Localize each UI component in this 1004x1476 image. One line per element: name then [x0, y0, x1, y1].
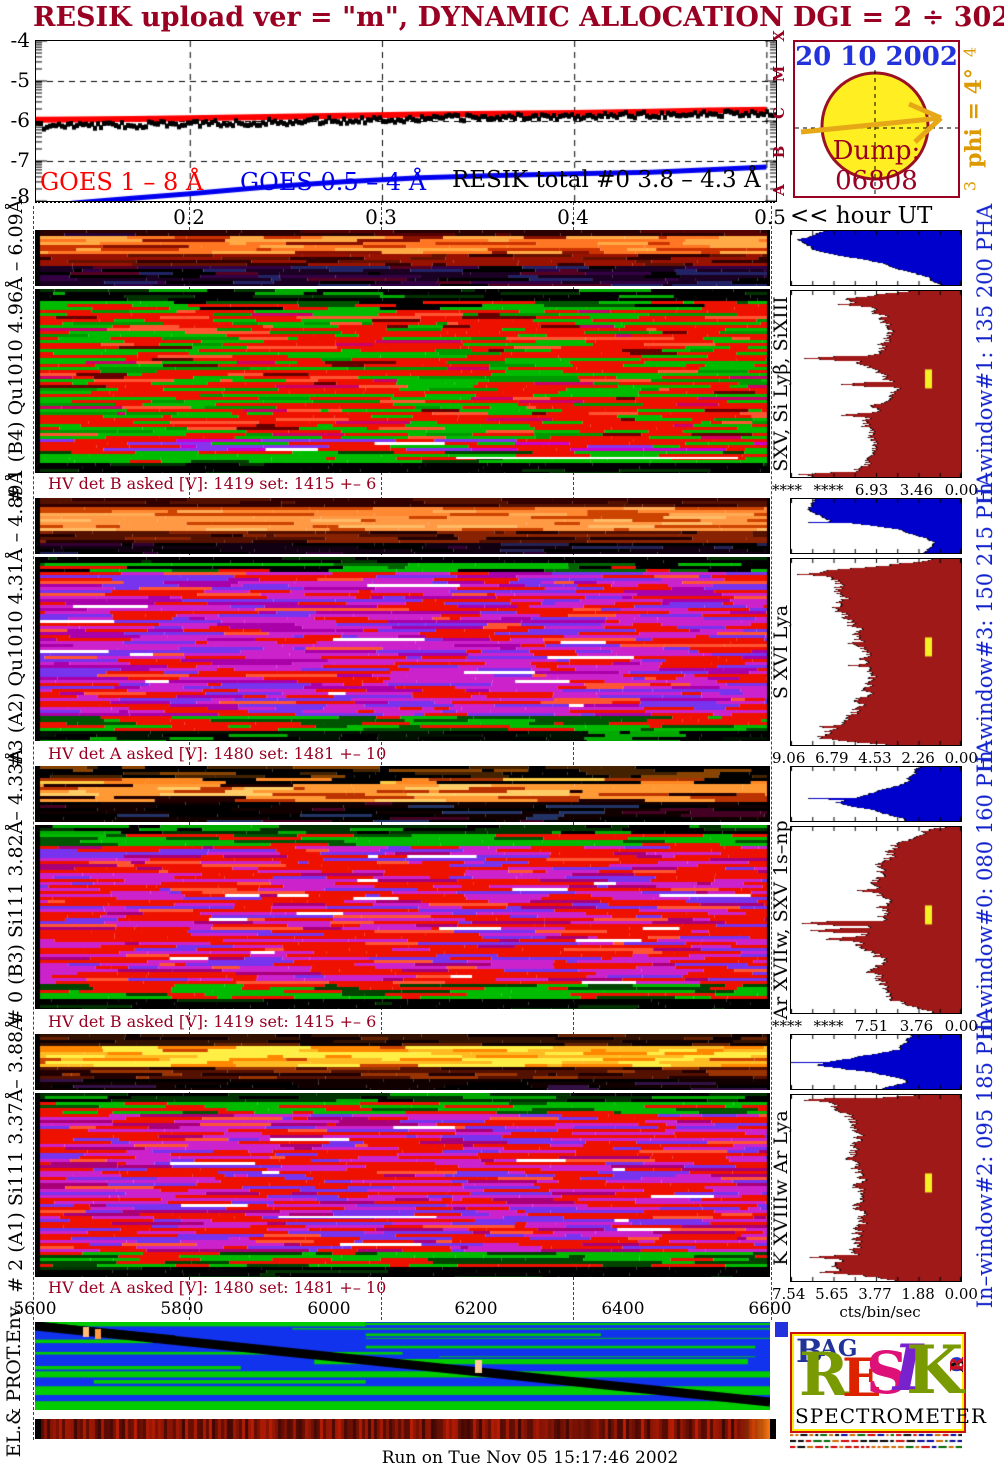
panel1-species-label: SXV, Si Lyβ, SiXIII [770, 296, 792, 472]
dgi-tick-5800: 5800 [160, 1299, 204, 1319]
dgi-tick-5600: 5600 [13, 1299, 57, 1319]
panel2-hv-label: HV det A asked [V]: 1480 set: 1481 +– 10 [48, 744, 387, 763]
legend-goes-1-8: GOES 1 – 8 Å [40, 168, 204, 196]
panel2-spectrogram [35, 557, 770, 741]
panel3-species-label: Ar XVIIw, SXV 1s–np [770, 820, 792, 1020]
env-side-chip [775, 1322, 788, 1337]
logo-letter-b: B [796, 1332, 824, 1370]
env-panel-canvas [35, 1322, 770, 1410]
panel2-spectrum-histogram [790, 558, 962, 746]
hour-tick-03: 0.3 [365, 205, 397, 229]
phi-bottom-tick: 3 [960, 180, 980, 192]
goes-class-x: X [770, 30, 788, 42]
run-timestamp: Run on Tue Nov 05 15:17:46 2002 [381, 1448, 679, 1468]
dgi-tick-6200: 6200 [454, 1299, 498, 1319]
grid-dash-right [771, 206, 772, 1320]
y-tick--4: -4 [10, 28, 30, 52]
dgi-tick-6400: 6400 [601, 1299, 645, 1319]
panel4-scale-ticks: 7.54 5.65 3.77 1.88 0.00 [772, 1285, 978, 1303]
pointing-arrow-icon [800, 101, 943, 144]
sun-pointing-graphic [795, 70, 958, 196]
logo-letter-r: R [799, 1340, 849, 1410]
panel4-spectrogram [35, 1093, 770, 1277]
dgi-tick-6000: 6000 [307, 1299, 351, 1319]
panel1-left-label: # 1 (B4) Qu1010 4.96Å – 6.09Å [5, 199, 27, 503]
panel4-hv-label: HV det A asked [V]: 1480 set: 1481 +– 10 [48, 1278, 387, 1297]
goes-plot-frame [35, 40, 777, 202]
panel2-left-label: #3 (A2) Qu1010 4.31Å – 4.89Å [5, 470, 27, 768]
logo-letters-ag: AG [820, 1335, 858, 1362]
panel2-scale-ticks: 9.06 6.79 4.53 2.26 0.00 [772, 749, 978, 767]
page-title: RESIK upload ver = "m", DYNAMIC ALLOCATI… [33, 2, 1004, 33]
env-panel-label: EL.& PROT.Env. [3, 1302, 25, 1458]
goes-class-a: A [770, 184, 788, 196]
logo-word-spectrometer: SPECTROMETER [795, 1404, 987, 1428]
panel2-pha-histogram [790, 498, 962, 554]
panel3-spectrogram [35, 825, 770, 1009]
hour-tick-02: 0.2 [173, 205, 205, 229]
dgi-tick-6600: 6600 [748, 1299, 792, 1319]
panel1-spectrum-histogram [790, 290, 962, 478]
goes-plot-canvas [36, 41, 776, 201]
panel1-hv-label: HV det B asked [V]: 1419 set: 1415 +– 6 [48, 474, 377, 493]
date-box: 20 10 2002 Dump: 06808 [793, 40, 960, 198]
panel2-window-label: In–window#3: 150 215 PHA [973, 471, 997, 773]
logo-letter-i: I [893, 1331, 923, 1406]
colorbar-end-cap [770, 1419, 776, 1439]
panel2-pha-strip [35, 498, 770, 554]
panel1-pha-histogram [790, 230, 962, 286]
hour-axis-minor-ticks [35, 201, 775, 203]
logo-letter-s: S [866, 1339, 908, 1407]
legend-resik-total: RESIK total #0 3.8 – 4.3 Å [452, 167, 761, 193]
hour-tick-05: 0.5 [754, 205, 786, 229]
y-tick--6: -6 [10, 108, 30, 132]
goes-class-b: B [770, 145, 788, 159]
cts-axis-label: cts/bin/sec [839, 1303, 921, 1321]
panel4-left-label: # 2 (A1) Si111 3.37Å– 3.88Å [5, 1017, 27, 1293]
panel4-pha-strip [35, 1034, 770, 1090]
goes-class-m: M [770, 65, 788, 83]
panel2-species-label: S XVI Lya [770, 604, 792, 700]
legend-goes-05-4: GOES 0.5 – 4 Å [240, 168, 427, 196]
dump-label: Dump: 06808 [832, 136, 921, 196]
panel3-pha-histogram [790, 766, 962, 822]
hour-axis-label: << hour UT [790, 203, 933, 229]
panel4-spectrum-histogram [790, 1094, 962, 1282]
date-label: 20 10 2002 [795, 42, 958, 72]
panel1-spectrogram [35, 289, 770, 473]
y-tick--8: -8 [10, 184, 30, 208]
panel3-hv-label: HV det B asked [V]: 1419 set: 1415 +– 6 [48, 1012, 377, 1031]
panel1-scale-ticks: **** **** 6.93 3.46 0.00 [772, 481, 978, 499]
panel1-window-label: In–window#1: 135 200 PHA [973, 203, 997, 505]
logo-institutions-fine-print [790, 1433, 962, 1451]
panel3-pha-strip [35, 766, 770, 822]
hour-tick-04: 0.4 [557, 205, 589, 229]
y-tick--7: -7 [10, 148, 30, 172]
panel3-spectrum-histogram [790, 826, 962, 1014]
panel3-left-label: # 0 (B3) Si111 3.82Å– 4.33Å [5, 749, 27, 1025]
panel4-species-label: K XVIIIw Ar Lya [770, 1110, 792, 1266]
panel3-window-label: In–window#0: 080 160 PHA [973, 739, 997, 1041]
grid-dash-left [33, 206, 34, 1440]
exposure-colorbar-canvas [35, 1419, 770, 1439]
logo-letter-k: K [906, 1331, 964, 1409]
panel3-scale-ticks: **** **** 7.51 3.76 0.00 [772, 1017, 978, 1035]
logo-letter-e: E [842, 1348, 882, 1409]
phi-top-tick: 4 [960, 46, 980, 58]
goes-class-c: C [770, 107, 788, 119]
panel4-pha-histogram [790, 1034, 962, 1090]
y-tick--5: -5 [10, 68, 30, 92]
panel1-pha-strip [35, 230, 770, 286]
panel4-window-label: In–window#2: 095 185 PHA [973, 1007, 997, 1309]
phi-label: phi = 4° [961, 68, 987, 168]
